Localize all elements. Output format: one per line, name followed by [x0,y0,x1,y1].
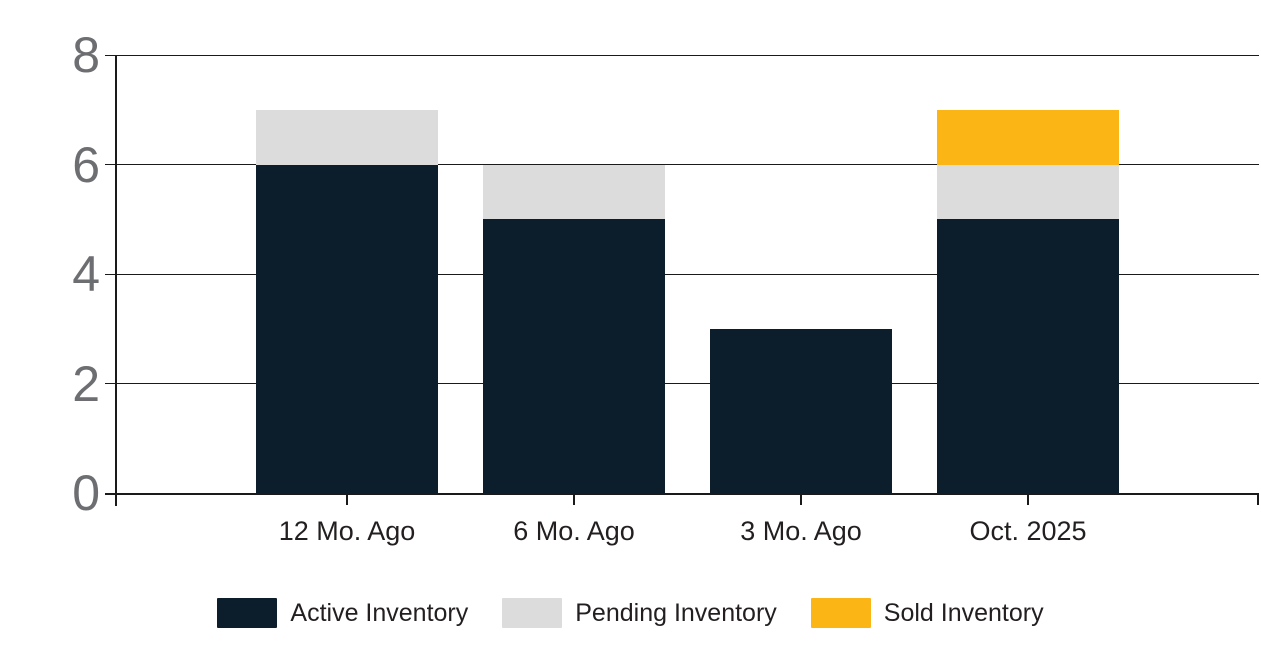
bar-oct-2025 [937,109,1119,493]
legend-label: Sold Inventory [883,598,1044,627]
x-axis-line [105,493,1259,495]
chart-legend: Active Inventory Pending Inventory Sold In… [0,598,1261,628]
y-tick-label-2: 2 [72,355,100,412]
legend-label: Active Inventory [290,598,469,627]
legend-item-pending-inventory: Pending Inventory [502,598,777,628]
y-tick-label-6: 6 [72,136,100,193]
bar-segment-active-inventory [710,328,892,493]
x-tick-1 [573,493,575,505]
x-tick-label-12-mo-ago: 12 Mo. Ago [278,516,416,546]
legend-item-active-inventory: Active Inventory [217,598,468,628]
gridline-y-4 [105,273,1259,275]
gridline-y-2 [105,383,1259,384]
x-tick-end [1257,493,1259,505]
bar-segment-sold-inventory [937,109,1119,165]
legend-swatch-icon [502,598,563,628]
gridline-y-8 [105,54,1259,56]
bar-segment-pending-inventory [937,164,1119,220]
x-tick-label-3-mo-ago: 3 Mo. Ago [740,516,862,546]
legend-item-sold-inventory: Sold Inventory [810,598,1044,628]
y-axis-line [115,55,117,506]
x-tick-2 [800,493,802,505]
bar-segment-active-inventory [483,219,665,493]
legend-swatch-icon [217,598,278,628]
bar-12-mo-ago [256,109,438,493]
plot-area [105,54,1259,506]
gridline-y-6 [105,164,1259,165]
bar-3-mo-ago [710,328,892,493]
x-tick-0 [346,493,348,505]
x-tick-3 [1027,493,1029,505]
legend-label: Pending Inventory [575,598,777,627]
x-tick-label-6-mo-ago: 6 Mo. Ago [513,516,635,546]
y-tick-label-8: 8 [72,27,100,83]
y-tick-label-0: 0 [72,465,100,521]
bar-segment-pending-inventory [483,164,665,220]
y-tick-label-4: 4 [72,246,100,302]
x-tick-label-oct-2025: Oct. 2025 [969,516,1087,546]
bar-segment-pending-inventory [256,109,438,165]
legend-swatch-icon [810,598,871,628]
bar-6-mo-ago [483,164,665,493]
bar-segment-active-inventory [256,164,438,493]
bar-segment-active-inventory [937,219,1119,493]
